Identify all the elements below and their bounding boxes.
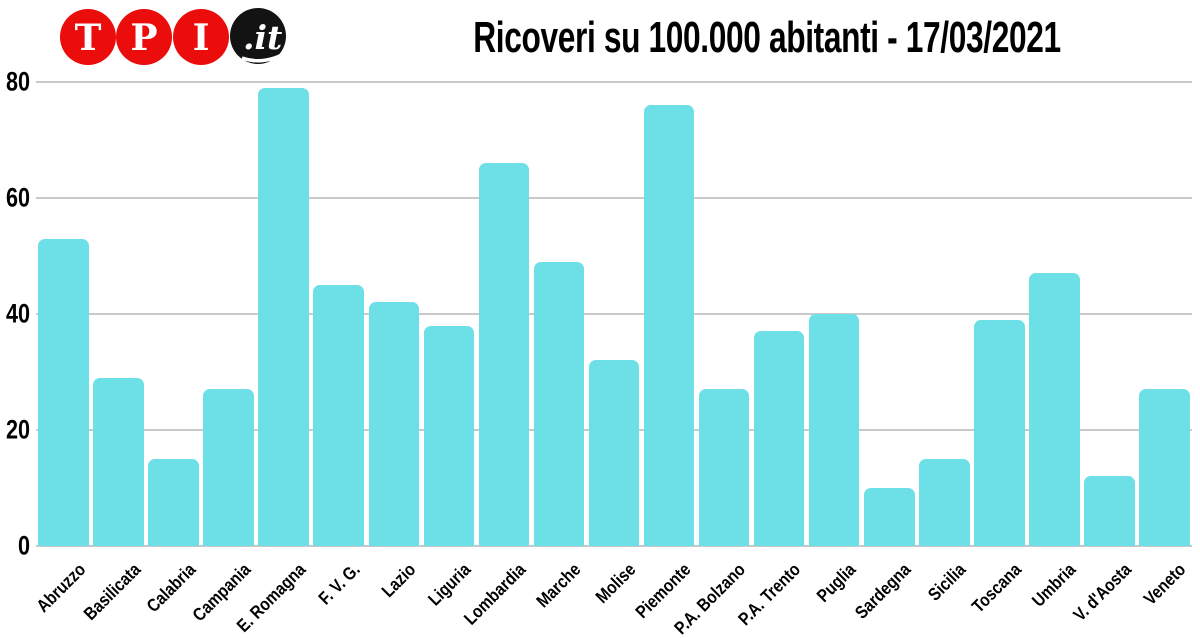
- logo-suffix-text: .it: [243, 18, 282, 57]
- bar-umbria: [1029, 273, 1080, 546]
- x-axis-label-sardegna: Sardegna: [851, 559, 915, 623]
- gridline-40: [36, 313, 1192, 315]
- chart-title: Ricoveri su 100.000 abitanti - 17/03/202…: [473, 13, 1061, 62]
- x-axis-label-basilicata: Basilicata: [79, 559, 145, 624]
- bar-f-v-g: [313, 285, 365, 546]
- bar-sardegna: [863, 488, 915, 546]
- bar-calabria: [148, 459, 199, 546]
- tpi-logo: T P I .it: [60, 8, 290, 65]
- bar-molise: [588, 360, 640, 546]
- gridline-60: [36, 197, 1192, 199]
- x-axis-label-calabria: Calabria: [142, 559, 200, 617]
- gridline-0: [36, 545, 1192, 547]
- bar-liguria: [423, 325, 475, 546]
- bar-campania: [203, 389, 254, 546]
- y-axis-tick-label-0: 0: [17, 530, 30, 561]
- logo-letter-i: I: [193, 17, 210, 59]
- bar-abruzzo: [38, 238, 89, 546]
- gridline-80: [36, 81, 1192, 83]
- bar-v-d-aosta: [1084, 476, 1135, 546]
- bar-e-romagna: [258, 87, 309, 546]
- y-axis-tick-label-20: 20: [5, 414, 30, 445]
- x-axis-label-umbria: Umbria: [1028, 559, 1080, 611]
- bar-marche: [533, 261, 585, 546]
- x-axis-label-marche: Marche: [532, 559, 585, 612]
- bar-toscana: [974, 319, 1025, 546]
- bar-p-a-trento: [753, 331, 805, 546]
- bar-basilicata: [93, 377, 144, 546]
- bar-puglia: [808, 314, 860, 546]
- tpi-logo-circle-i: I: [173, 9, 229, 65]
- bar-piemonte: [643, 105, 695, 546]
- logo-swoosh-icon: [241, 49, 290, 63]
- bar-veneto: [1139, 389, 1190, 546]
- logo-letter-t: T: [75, 17, 102, 59]
- bar-sicilia: [919, 459, 970, 546]
- x-axis-label-f-v-g: F. V. G.: [314, 559, 365, 609]
- x-axis-label-veneto: Veneto: [1140, 559, 1190, 609]
- x-axis-label-molise: Molise: [591, 559, 640, 608]
- x-axis-label-puglia: Puglia: [813, 559, 860, 606]
- y-axis-tick-label-80: 80: [5, 66, 30, 97]
- bar-p-a-bolzano: [698, 389, 750, 546]
- x-axis-label-sicilia: Sicilia: [924, 559, 970, 605]
- x-axis-label-lazio: Lazio: [377, 559, 420, 602]
- y-axis-tick-label-40: 40: [5, 298, 30, 329]
- x-axis-label-abruzzo: Abruzzo: [32, 559, 89, 617]
- x-axis-label-toscana: Toscana: [967, 559, 1025, 617]
- x-axis-label-liguria: Liguria: [424, 559, 475, 610]
- x-axis-label-v-d-aosta: V. d'Aosta: [1069, 559, 1135, 625]
- tpi-logo-circle-p: P: [116, 9, 172, 65]
- logo-letter-p: P: [130, 17, 157, 59]
- bar-lombardia: [478, 163, 530, 546]
- y-axis-tick-label-60: 60: [5, 182, 30, 213]
- bar-lazio: [368, 302, 420, 546]
- tpi-logo-circle-t: T: [60, 9, 116, 65]
- tpi-logo-circle-it: .it: [230, 8, 290, 64]
